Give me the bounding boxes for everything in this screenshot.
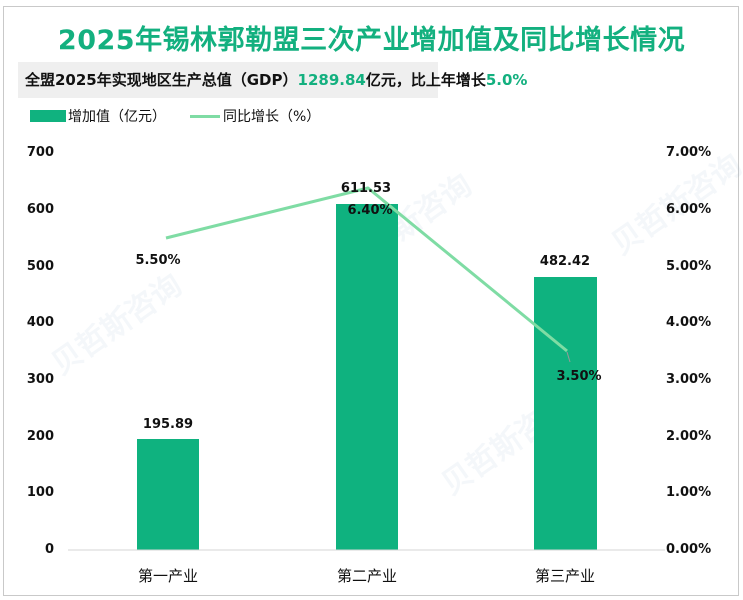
- chart-title: 2025年锡林郭勒盟三次产业增加值及同比增长情况: [57, 25, 686, 56]
- chart-frame: [3, 6, 739, 596]
- y-axis-left-tick: 0: [44, 542, 54, 557]
- bar-value-label: 482.42: [539, 254, 591, 269]
- y-axis-left-tick: 400: [26, 315, 54, 330]
- legend-item-line[interactable]: 同比增长（%）: [190, 106, 320, 126]
- y-axis-right-tick: 6.00%: [666, 202, 712, 217]
- subtitle-prefix: 全盟2025年实现地区生产总值（GDP）: [25, 71, 298, 89]
- y-axis-right-tick: 0.00%: [666, 542, 712, 557]
- y-axis-left-tick: 100: [26, 485, 54, 500]
- gdp-value: 1289.84: [297, 71, 366, 89]
- subtitle-box: [18, 62, 438, 98]
- bar-value-label: 195.89: [142, 417, 194, 432]
- bar-primary-industry[interactable]: [137, 439, 199, 550]
- bar-swatch-icon: [30, 110, 66, 122]
- legend-label: 增加值（亿元）: [68, 109, 166, 125]
- legend-label: 同比增长（%）: [223, 109, 321, 125]
- y-axis-right-tick: 4.00%: [666, 315, 712, 330]
- y-axis-right-tick: 7.00%: [666, 145, 712, 160]
- y-axis-left-tick: 300: [26, 372, 54, 387]
- subtitle: 全盟2025年实现地区生产总值（GDP）1289.84亿元，比上年增长5.0%: [25, 69, 527, 90]
- bar-value-label: 611.53: [340, 181, 392, 196]
- x-axis-category: 第一产业: [137, 567, 198, 585]
- line-value-label: 3.50%: [556, 369, 602, 384]
- legend: 增加值（亿元） 同比增长（%）: [30, 106, 344, 126]
- line-value-label: 6.40%: [347, 203, 393, 218]
- y-axis-right-tick: 5.00%: [666, 259, 712, 274]
- gdp-growth: 5.0%: [485, 71, 528, 89]
- growth-line[interactable]: [165, 186, 568, 353]
- x-axis-category: 第二产业: [336, 567, 397, 585]
- bar-tertiary-industry[interactable]: [534, 277, 597, 550]
- y-axis-left-tick: 200: [26, 429, 54, 444]
- y-axis-left-tick: 500: [26, 259, 54, 274]
- bar-secondary-industry[interactable]: [336, 204, 398, 550]
- y-axis-right-tick: 3.00%: [666, 372, 712, 387]
- label-leader-line: [566, 351, 571, 363]
- line-value-label: 5.50%: [135, 253, 181, 268]
- y-axis-left-tick: 700: [26, 145, 54, 160]
- subtitle-middle: 亿元，比上年增长: [365, 71, 486, 89]
- x-axis-category: 第三产业: [534, 567, 595, 585]
- line-swatch-icon: [190, 114, 220, 118]
- y-axis-left-tick: 600: [26, 202, 54, 217]
- legend-item-bar[interactable]: 增加值（亿元）: [30, 106, 166, 126]
- y-axis-right-tick: 2.00%: [666, 429, 712, 444]
- y-axis-right-tick: 1.00%: [666, 485, 712, 500]
